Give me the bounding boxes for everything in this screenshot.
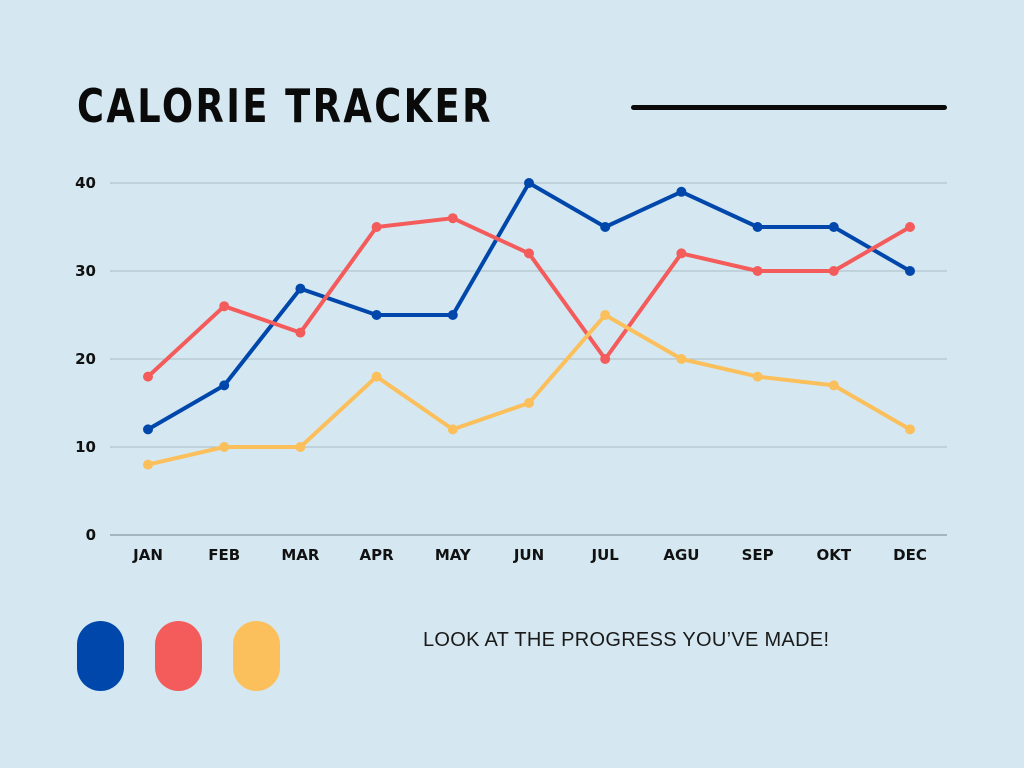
x-tick-label: OKT — [816, 546, 851, 564]
x-tick-label: MAR — [281, 546, 320, 564]
data-point — [676, 354, 687, 364]
data-point — [219, 301, 230, 312]
legend-swatch-red — [155, 621, 202, 691]
legend-swatch-blue — [77, 621, 124, 691]
data-point — [524, 178, 534, 188]
data-point — [676, 248, 687, 259]
x-tick-label: JAN — [132, 546, 163, 564]
data-point — [828, 222, 839, 232]
data-point — [447, 424, 458, 435]
x-tick-label: APR — [360, 546, 395, 564]
data-point — [752, 371, 763, 382]
y-axis-ticks: 0 10 20 30 40 — [75, 174, 96, 544]
data-point — [905, 424, 915, 435]
y-tick-label: 40 — [75, 174, 96, 192]
data-point — [524, 398, 534, 408]
data-point — [143, 424, 153, 435]
data-point — [447, 213, 458, 224]
data-point — [905, 222, 915, 232]
y-tick-label: 30 — [75, 262, 96, 280]
data-point — [600, 354, 611, 364]
x-tick-label: JUN — [513, 546, 544, 564]
legend-swatch-yellow — [233, 621, 280, 691]
data-point — [295, 283, 306, 294]
data-point — [371, 222, 382, 232]
data-point — [295, 327, 306, 338]
x-tick-label: DEC — [893, 546, 927, 564]
data-point — [219, 380, 230, 391]
x-axis-ticks: JAN FEB MAR APR MAY JUN JUL AGU SEP OKT DEC — [132, 546, 927, 564]
data-point — [600, 222, 611, 232]
data-point — [828, 380, 839, 391]
x-tick-label: SEP — [742, 546, 774, 564]
y-tick-label: 20 — [75, 350, 96, 368]
page-title: CALORIE TRACKER — [77, 79, 493, 133]
data-point — [371, 371, 382, 382]
data-point — [295, 442, 306, 452]
x-tick-label: JUL — [591, 546, 620, 564]
x-tick-label: AGU — [663, 546, 699, 564]
data-point — [828, 266, 839, 276]
series-1 — [143, 213, 915, 382]
data-point — [371, 310, 382, 320]
grid-lines — [110, 182, 947, 536]
x-tick-label: MAY — [435, 546, 472, 564]
series-2 — [143, 310, 915, 470]
data-point — [143, 371, 153, 382]
series-line — [146, 181, 912, 432]
data-point — [905, 266, 915, 276]
x-tick-label: FEB — [208, 546, 240, 564]
data-point — [752, 266, 763, 276]
data-point — [219, 442, 230, 452]
series-0 — [143, 178, 915, 435]
y-tick-label: 0 — [86, 526, 96, 544]
series-line — [146, 216, 912, 379]
title-divider — [631, 105, 947, 110]
y-tick-label: 10 — [75, 438, 96, 456]
data-point — [524, 248, 534, 259]
data-point — [676, 186, 687, 197]
data-point — [143, 459, 153, 470]
data-point — [600, 310, 611, 320]
tagline: LOOK AT THE PROGRESS YOU’VE MADE! — [423, 629, 830, 651]
data-point — [752, 222, 763, 232]
series-lines — [143, 178, 915, 470]
data-point — [447, 310, 458, 320]
